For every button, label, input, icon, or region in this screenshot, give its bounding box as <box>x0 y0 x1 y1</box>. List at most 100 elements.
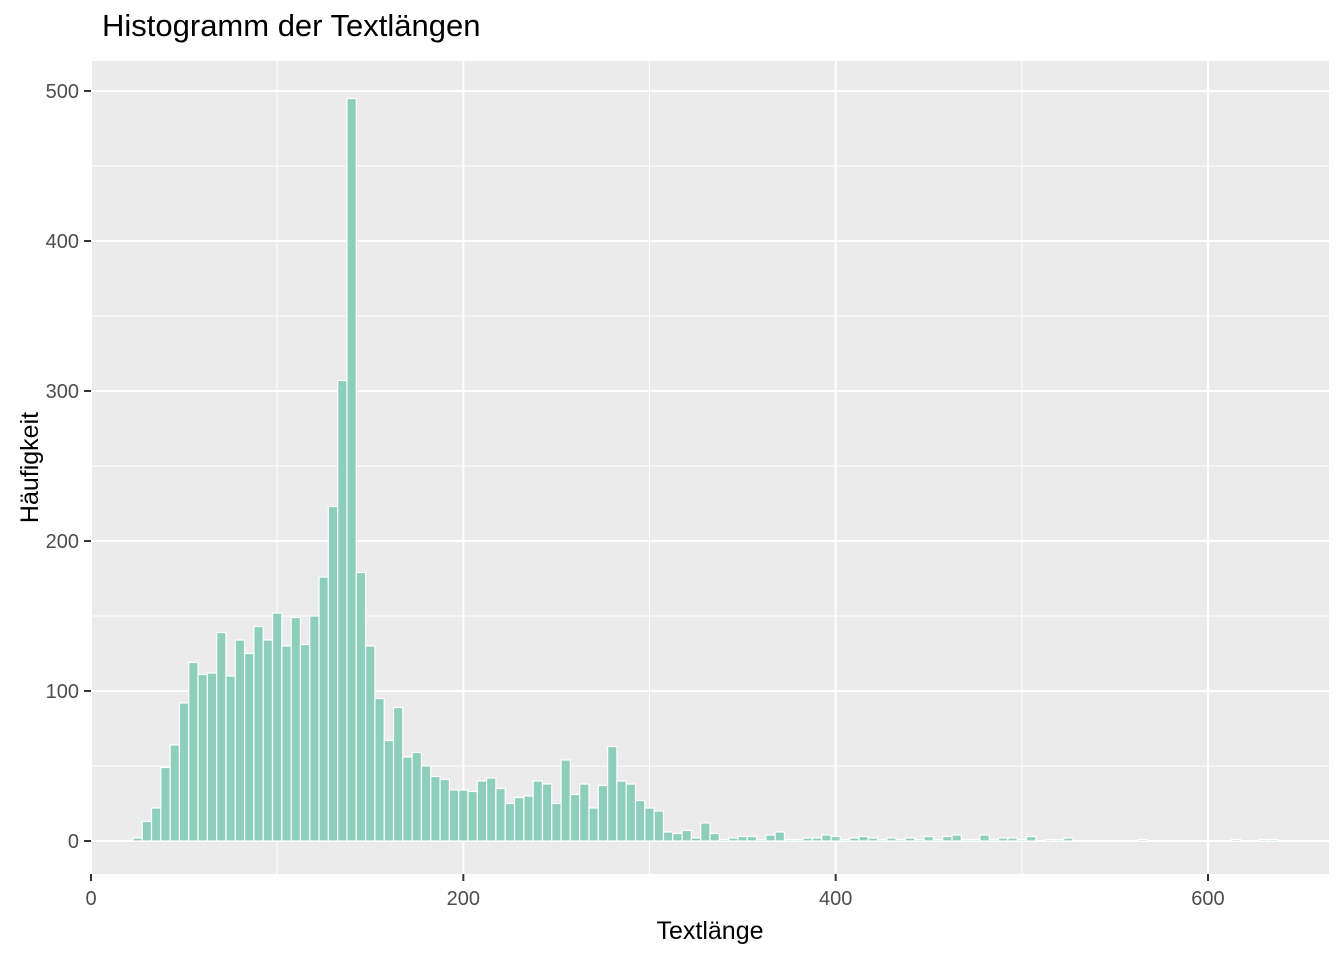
histogram-bar <box>616 780 627 842</box>
histogram-bar <box>448 789 460 842</box>
histogram-bar <box>830 835 841 842</box>
histogram-bar <box>802 837 813 842</box>
histogram-bar <box>634 799 646 842</box>
histogram-bar <box>904 837 916 842</box>
histogram-bar <box>197 673 208 842</box>
histogram-bar <box>532 780 544 842</box>
x-tick-label: 600 <box>1191 888 1224 910</box>
histogram-bar <box>1025 835 1037 842</box>
histogram-bar <box>132 837 143 842</box>
histogram-bar <box>774 831 786 842</box>
histogram-bar <box>1053 838 1065 842</box>
histogram-bar <box>234 639 246 842</box>
histogram-bar <box>318 576 329 842</box>
y-tick-label: 400 <box>46 231 79 253</box>
histogram-bar <box>821 834 832 842</box>
histogram-bar <box>718 838 730 842</box>
histogram-bar <box>560 759 571 842</box>
histogram-bar <box>662 831 674 842</box>
histogram-bar <box>1137 838 1149 842</box>
chart-title: Histogramm der Textlängen <box>102 8 481 43</box>
histogram-bar <box>811 837 823 842</box>
histogram-bar <box>625 783 637 842</box>
histogram-bar <box>299 643 311 842</box>
histogram-bar <box>476 780 488 842</box>
histogram-bar <box>923 835 934 842</box>
histogram-bar <box>737 835 748 842</box>
histogram-bar <box>309 615 320 842</box>
histogram-bar <box>988 838 1000 842</box>
y-axis-title: Häufigkeit <box>16 412 44 523</box>
histogram-bar <box>1016 838 1028 842</box>
histogram-bar <box>690 837 702 842</box>
histogram-bar <box>914 838 925 842</box>
histogram-bar <box>653 810 665 842</box>
histogram-bar <box>541 783 553 842</box>
histogram-bar <box>523 795 534 842</box>
histogram-bar <box>374 697 385 842</box>
histogram-bar <box>746 835 758 842</box>
histogram-bar <box>430 775 441 842</box>
histogram-bar <box>783 838 795 842</box>
histogram-bar <box>402 756 413 842</box>
histogram-bar <box>392 706 404 842</box>
histogram-bar <box>253 625 264 842</box>
y-tick-label: 0 <box>68 831 79 853</box>
histogram-bar <box>755 838 767 842</box>
histogram-bar <box>141 820 153 842</box>
histogram-bar <box>225 675 236 842</box>
histogram-bar <box>997 837 1009 842</box>
histogram-bar <box>364 645 376 842</box>
histogram-bar <box>876 838 888 842</box>
y-tick-label: 500 <box>46 81 79 103</box>
histogram-bar <box>793 838 804 842</box>
histogram-bars <box>132 97 1279 842</box>
histogram-bar <box>1267 838 1279 842</box>
x-tick-label: 0 <box>85 888 96 910</box>
histogram-bar <box>513 796 525 842</box>
histogram-bar <box>700 822 711 842</box>
histogram-bar <box>271 612 283 842</box>
histogram-bar <box>1230 838 1242 842</box>
histogram-bar <box>951 834 962 842</box>
x-axis-title: Textlänge <box>656 917 763 945</box>
histogram-bar <box>262 639 274 842</box>
histogram-bar <box>867 837 879 842</box>
histogram-bar <box>597 784 609 842</box>
histogram-bar <box>439 778 450 842</box>
histogram-bar <box>346 97 357 842</box>
histogram-bar <box>681 829 692 842</box>
histogram-bar <box>551 802 562 842</box>
histogram-bar <box>188 661 199 842</box>
histogram-bar <box>886 837 897 842</box>
histogram-bar <box>942 835 953 842</box>
histogram-bar <box>178 702 190 842</box>
histogram-bar <box>1258 838 1270 842</box>
histogram-bar <box>355 571 367 842</box>
histogram-bar <box>216 631 227 842</box>
histogram-bar <box>728 837 739 842</box>
histogram-bar <box>858 835 869 842</box>
histogram-bar <box>290 616 302 842</box>
histogram-bar <box>327 505 339 842</box>
histogram-bar <box>932 838 944 842</box>
histogram-bar <box>467 790 478 842</box>
histogram-bar <box>569 793 581 842</box>
histogram-bar <box>420 765 432 842</box>
x-tick-label: 200 <box>447 888 480 910</box>
histogram-bar <box>206 672 218 842</box>
histogram-bar <box>588 807 599 842</box>
histogram-bar <box>709 832 720 842</box>
histogram-bar <box>458 789 469 842</box>
x-tick-label: 400 <box>819 888 852 910</box>
histogram-bar <box>960 838 972 842</box>
histogram-bar <box>150 807 162 842</box>
histogram-bar <box>644 807 655 842</box>
histogram-bar <box>849 837 860 842</box>
histogram-bar <box>895 838 907 842</box>
histogram-bar <box>160 766 171 842</box>
histogram-bar <box>839 838 851 842</box>
histogram-bar <box>504 802 516 842</box>
histogram-bar <box>383 739 395 842</box>
